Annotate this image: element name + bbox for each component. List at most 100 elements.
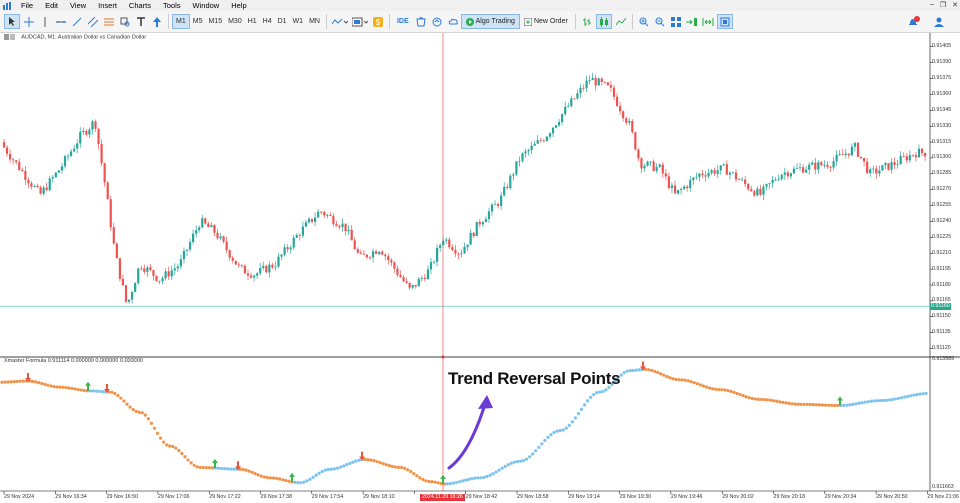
candle-bear: [866, 161, 869, 174]
chart-canvas[interactable]: [0, 33, 960, 503]
indicator-dot-down: [409, 469, 413, 474]
text-tool-icon[interactable]: [134, 14, 148, 29]
candle-bull: [292, 237, 295, 248]
candle-bull: [277, 256, 280, 267]
candle-bull: [680, 189, 683, 190]
candle-bull: [88, 129, 91, 135]
menu-insert[interactable]: Insert: [98, 1, 117, 10]
market-icon[interactable]: [414, 14, 428, 29]
indicator-dot-up: [342, 464, 346, 468]
indicator-dot-down: [695, 382, 700, 386]
horizontal-line-tool-icon[interactable]: [54, 14, 68, 29]
indicator-dot-down: [369, 458, 373, 462]
candle-bear: [875, 168, 878, 174]
menu-window[interactable]: Window: [192, 1, 220, 10]
indicator-dot-down: [826, 403, 831, 407]
indicator-dot-down: [659, 372, 663, 376]
candle-bull: [530, 145, 533, 151]
app-icon[interactable]: [2, 1, 12, 10]
candle-bull: [490, 204, 494, 212]
candle-bear: [353, 240, 356, 250]
crosshair-tool-icon[interactable]: [22, 14, 36, 29]
new-order-button[interactable]: New Order: [520, 14, 572, 29]
time-label: 29 Nov 19:46: [670, 494, 703, 500]
candle-bear: [914, 155, 918, 158]
chart-window[interactable]: AUDCAD, M1: Australian Dollar vs Canadia…: [0, 33, 960, 503]
indicator-dot-up: [329, 467, 333, 471]
indicator-dot-up: [467, 477, 471, 481]
timeframe-m1[interactable]: M1: [172, 14, 190, 29]
timeframe-m15[interactable]: M15: [208, 18, 223, 25]
trendline-tool-icon[interactable]: [70, 14, 84, 29]
notifications-icon[interactable]: [907, 14, 921, 29]
candle-bear: [167, 271, 170, 277]
candle-bear: [747, 184, 750, 190]
candle-bull: [262, 265, 265, 268]
zoom-in-icon[interactable]: [637, 14, 651, 29]
candle-bear: [143, 268, 146, 272]
indicator-dot-up: [631, 368, 635, 373]
algo-trading-button[interactable]: Algo Trading: [460, 14, 520, 29]
color-scheme-icon[interactable]: [351, 14, 369, 29]
chart-shift-icon[interactable]: [701, 14, 715, 29]
indicator-dot-down: [67, 386, 71, 390]
menu-charts[interactable]: Charts: [128, 1, 152, 10]
timeframe-m5[interactable]: M5: [192, 18, 203, 25]
indicator-dot-down: [433, 480, 437, 484]
timeframe-d1[interactable]: D1: [277, 18, 287, 25]
menu-tools[interactable]: Tools: [163, 1, 181, 10]
timeframe-w1[interactable]: W1: [292, 18, 304, 25]
timeframe-mn[interactable]: MN: [309, 18, 320, 25]
bar-chart-icon[interactable]: [580, 14, 594, 29]
indicator-dot-down: [793, 402, 797, 406]
candle-bear: [393, 262, 396, 269]
candle-bear: [667, 176, 670, 189]
cursor-tool-icon[interactable]: [4, 14, 20, 29]
menu-help[interactable]: Help: [231, 1, 247, 10]
close-window-button[interactable]: ✕: [952, 2, 958, 9]
indicator-dot-down: [256, 473, 260, 477]
indicator-dot-up: [628, 369, 632, 373]
vps-icon[interactable]: [446, 14, 460, 29]
tile-windows-icon[interactable]: [669, 14, 683, 29]
autoscroll-icon[interactable]: [685, 14, 699, 29]
candlestick-chart-icon[interactable]: [595, 14, 612, 29]
channel-tool-icon[interactable]: [86, 14, 100, 29]
candle-bull: [710, 170, 713, 173]
indicator-dot-up: [543, 438, 547, 443]
menu-view[interactable]: View: [70, 1, 87, 10]
timeframe-m30[interactable]: M30: [228, 18, 242, 25]
signals-icon[interactable]: [430, 14, 444, 29]
indicators-icon[interactable]: $: [371, 14, 385, 29]
fibonacci-tool-icon[interactable]: [102, 14, 116, 29]
menu-edit[interactable]: Edit: [45, 1, 59, 10]
menu-file[interactable]: File: [21, 1, 34, 10]
zoom-out-icon[interactable]: [653, 14, 667, 29]
indicator-dot-down: [403, 466, 407, 470]
indicator-dot-up: [918, 392, 922, 396]
candle-bear: [9, 153, 12, 160]
chart-type-icon[interactable]: [331, 14, 349, 29]
candle-bear: [329, 214, 332, 216]
restore-button[interactable]: ❐: [939, 2, 947, 9]
ide-button[interactable]: IDE: [393, 14, 413, 29]
timeframe-h1[interactable]: H1: [247, 18, 257, 25]
candle-bear: [246, 273, 250, 276]
indicator-dot-down: [418, 476, 422, 480]
arrows-tool-icon[interactable]: [150, 14, 164, 29]
vertical-line-tool-icon[interactable]: [38, 14, 52, 29]
candle-bear: [673, 185, 677, 194]
candle-bear: [124, 285, 128, 302]
account-icon[interactable]: [932, 14, 946, 29]
screenshot-icon[interactable]: [716, 14, 733, 29]
shapes-tool-icon[interactable]: [118, 14, 132, 29]
candle-bear: [829, 167, 832, 168]
indicator-dot-down: [204, 465, 208, 470]
candle-bear: [847, 153, 850, 156]
indicator-dot-up: [549, 433, 553, 437]
candle-bull: [545, 136, 548, 142]
minimize-button[interactable]: –: [929, 1, 934, 8]
candle-bull: [280, 254, 283, 257]
line-chart-icon[interactable]: [614, 14, 628, 29]
timeframe-h4[interactable]: H4: [262, 18, 272, 25]
